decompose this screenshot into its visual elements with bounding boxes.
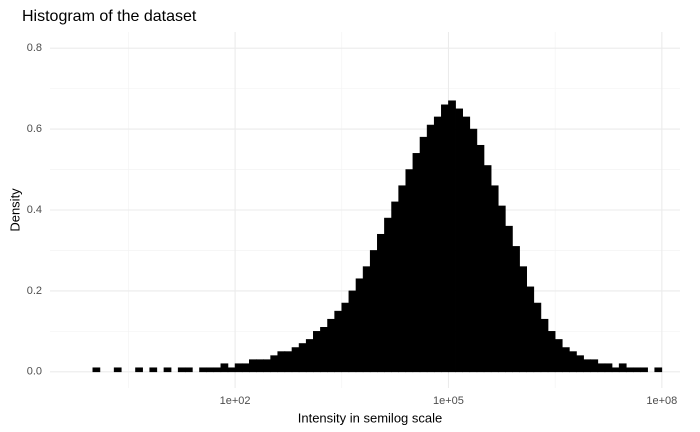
bar	[277, 351, 286, 373]
bar	[177, 367, 186, 373]
x-tick-label: 1e+08	[646, 395, 677, 407]
bar	[227, 367, 236, 373]
bar	[633, 367, 641, 373]
bar	[348, 290, 357, 373]
bar	[241, 363, 250, 373]
bar	[611, 367, 620, 373]
y-tick-label: 0.6	[27, 123, 42, 135]
bar	[640, 367, 648, 373]
y-tick-label: 0.4	[27, 204, 42, 216]
bar	[199, 367, 207, 373]
bar	[284, 351, 293, 373]
bar	[540, 318, 549, 373]
bar	[469, 128, 478, 373]
x-axis-label: Intensity in semilog scale	[298, 410, 443, 425]
bar	[654, 367, 663, 373]
bar	[412, 153, 421, 373]
bar	[249, 359, 257, 373]
bar	[355, 278, 364, 373]
y-tick-label: 0.0	[27, 366, 42, 378]
bar	[341, 302, 350, 373]
bar	[291, 347, 300, 373]
bar	[448, 100, 456, 373]
bar	[554, 339, 563, 373]
bar	[384, 217, 392, 373]
bar	[163, 367, 172, 373]
bar	[533, 302, 542, 373]
bar	[441, 104, 449, 373]
bar	[561, 347, 570, 373]
bar	[92, 367, 101, 373]
bar	[476, 144, 485, 373]
bar	[547, 331, 556, 373]
bar	[512, 246, 520, 373]
x-tick-label: 1e+02	[220, 395, 251, 407]
bar	[263, 359, 271, 373]
bar	[220, 363, 229, 373]
bar	[206, 367, 215, 373]
bar	[149, 367, 158, 373]
bar	[433, 116, 442, 373]
bar	[398, 185, 407, 373]
y-tick-label: 0.8	[27, 42, 42, 54]
bar	[497, 205, 506, 373]
bar	[369, 250, 378, 373]
bar	[405, 169, 414, 373]
bar	[213, 367, 222, 373]
bar	[583, 359, 592, 373]
x-tick-label: 1e+05	[433, 395, 464, 407]
bar	[135, 367, 143, 373]
bar	[526, 286, 535, 373]
bar	[490, 185, 499, 373]
y-axis-label: Density	[7, 188, 22, 232]
bar	[597, 363, 606, 373]
bar	[234, 363, 243, 373]
bar	[270, 355, 279, 373]
bar	[618, 363, 627, 373]
bar	[184, 367, 193, 373]
bar	[305, 339, 314, 373]
y-tick-label: 0.2	[27, 285, 42, 297]
bar	[298, 343, 307, 373]
bar	[256, 359, 264, 373]
bar	[519, 266, 528, 373]
bar	[320, 327, 328, 373]
bar	[604, 363, 613, 373]
bar	[391, 201, 399, 373]
bar	[419, 136, 428, 373]
bar	[426, 124, 435, 373]
bar	[327, 318, 335, 373]
bar	[455, 108, 463, 373]
bar	[113, 367, 122, 373]
bar	[462, 116, 471, 373]
bar	[483, 165, 492, 373]
bar	[505, 225, 513, 373]
bar	[576, 355, 584, 373]
bar	[569, 351, 577, 373]
bar	[362, 266, 371, 373]
bar	[590, 359, 599, 373]
bar	[625, 367, 634, 373]
bar	[334, 310, 343, 373]
bar	[377, 233, 385, 373]
chart-title: Histogram of the dataset	[22, 8, 197, 25]
bar	[313, 331, 321, 373]
